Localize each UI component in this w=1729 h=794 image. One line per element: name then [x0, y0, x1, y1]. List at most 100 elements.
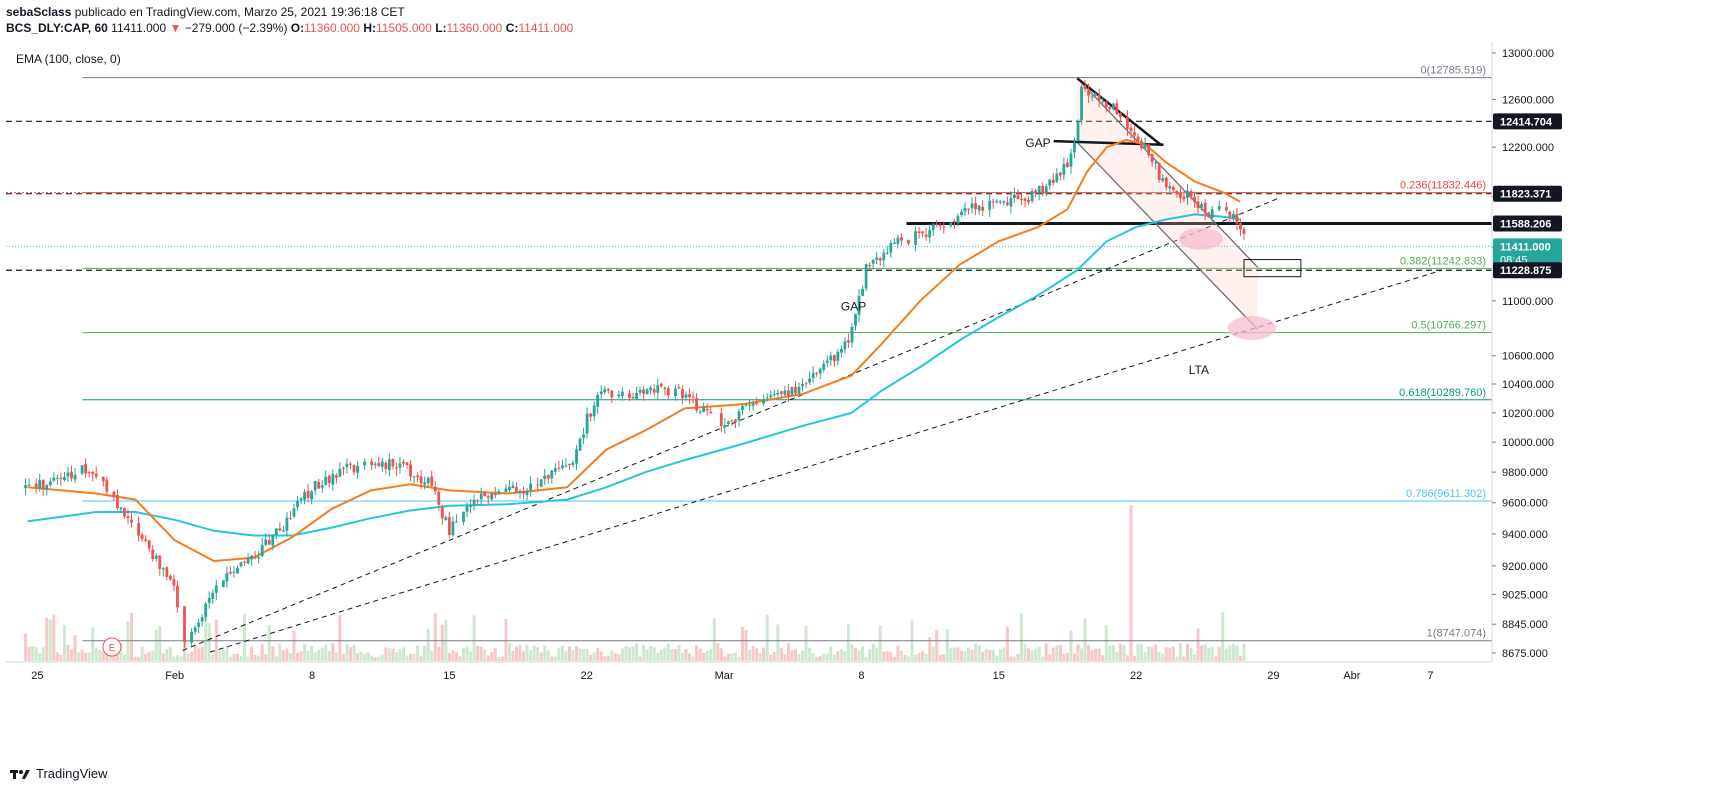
volume-bar [1069, 630, 1073, 661]
volume-bar [522, 650, 526, 661]
fib-label-0.5: 0.5(10766.297) [1411, 320, 1486, 332]
candle-body [168, 575, 172, 580]
candle-body [737, 411, 741, 421]
candle-body [1217, 206, 1221, 210]
volume-bar [1065, 652, 1069, 661]
candle-body [808, 378, 812, 383]
open-label: O: [290, 21, 305, 35]
candle-body [684, 394, 688, 398]
volume-bar [281, 649, 285, 661]
volume-bar [529, 650, 533, 661]
volume-bar [165, 649, 169, 661]
volume-bar [864, 656, 868, 661]
volume-bar [822, 653, 826, 661]
fib-label-0: 0(12785.519) [1421, 65, 1486, 77]
candle-body [967, 208, 970, 210]
low-label: L: [435, 21, 447, 35]
volume-bar [130, 612, 134, 661]
volume-bar [98, 649, 102, 661]
volume-bar [1154, 644, 1158, 661]
candle-body [63, 476, 66, 481]
trend-line-upper [182, 197, 1280, 651]
volume-bar [1027, 648, 1031, 661]
candle-body [151, 549, 155, 559]
volume-bar [48, 619, 52, 661]
candle-body [1118, 113, 1122, 118]
y-tick-label: 10400.000 [1502, 379, 1554, 391]
author-name[interactable]: sebaSclass [6, 5, 72, 19]
volume-bar [91, 627, 95, 661]
volume-bar [868, 649, 872, 661]
volume-bar [133, 656, 137, 661]
volume-bar [624, 646, 628, 661]
volume-bar [688, 653, 692, 661]
candle-body [1231, 213, 1235, 219]
candle-body [1171, 187, 1175, 190]
candle-body [437, 491, 441, 505]
close-label: C: [505, 21, 519, 35]
volume-bar [762, 647, 766, 661]
candle-body [45, 484, 49, 490]
volume-bar [1133, 655, 1137, 661]
volume-bar [638, 656, 642, 661]
volume-bar [175, 655, 179, 661]
volume-bar [546, 650, 550, 661]
y-tick-label: 8845.000 [1502, 619, 1548, 631]
candle-body [1083, 85, 1087, 89]
volume-bar [712, 618, 716, 661]
symbol-label[interactable]: BCS_DLY:CAP, 60 [6, 21, 108, 35]
candle-body [907, 240, 910, 244]
volume-bar [27, 646, 31, 661]
volume-bar [850, 644, 854, 661]
x-tick-label: 25 [31, 670, 43, 682]
candle-body [398, 463, 402, 468]
volume-bar [1143, 652, 1147, 661]
volume-bar [80, 649, 84, 661]
volume-bar [1083, 618, 1087, 661]
candle-body [981, 206, 985, 211]
price-chart[interactable]: 0(12785.519) 0.236(11832.446) 0.382(11242.… [0, 0, 1729, 760]
volume-bar [875, 647, 879, 661]
candle-body [571, 462, 575, 465]
candle-body [479, 493, 483, 500]
volume-bar [292, 630, 296, 661]
candle-body [289, 518, 292, 520]
tradingview-footer[interactable]: TradingView [10, 766, 108, 781]
volume-bar [151, 650, 155, 661]
candle-body [621, 391, 624, 396]
candle-body [447, 517, 451, 535]
volume-bar [680, 652, 684, 661]
volume-bar [137, 656, 141, 661]
candle-body [529, 483, 533, 491]
fib-label-0.236: 0.236(11832.446) [1400, 180, 1486, 192]
candle-body [267, 540, 271, 545]
candle-body [511, 485, 515, 489]
volume-bar [560, 645, 564, 661]
volume-bar [405, 655, 409, 661]
volume-bar [1203, 644, 1207, 661]
candle-body [462, 511, 465, 522]
volume-bar [1094, 648, 1098, 661]
volume-bar [352, 644, 356, 661]
volume-bar [377, 656, 381, 661]
candle-body [183, 606, 186, 643]
price-label-box [1493, 262, 1562, 279]
candle-body [783, 390, 787, 395]
candle-body [345, 463, 349, 468]
candle-body [455, 521, 458, 523]
candle-body [882, 252, 886, 261]
candle-body [1080, 86, 1083, 121]
candle-body [1076, 121, 1080, 142]
volume-bar [211, 655, 215, 661]
candle-body [1126, 116, 1129, 130]
volume-bar [338, 614, 342, 661]
candle-body [892, 242, 896, 244]
ema-indicator-label[interactable]: EMA (100, close, 0) [16, 52, 121, 66]
candle-body [787, 390, 790, 396]
volume-bar [278, 643, 282, 661]
candle-body [207, 597, 211, 603]
candle-body [444, 517, 448, 520]
volume-bar [769, 654, 773, 661]
candle-body [719, 413, 723, 427]
candle-body [998, 201, 1002, 203]
